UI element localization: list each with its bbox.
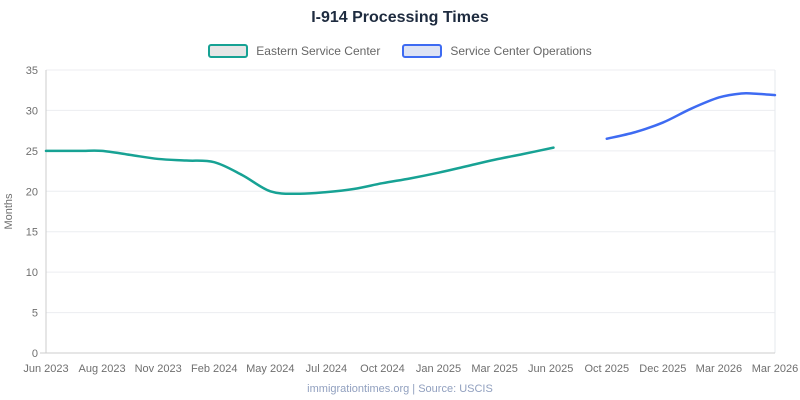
chart-title: I-914 Processing Times xyxy=(311,9,489,26)
x-tick-label: Oct 2024 xyxy=(360,363,405,375)
series-line-service-center-operations[interactable] xyxy=(605,91,777,140)
x-tick-label: Feb 2024 xyxy=(191,363,237,375)
x-tick-label: Mar 2026 xyxy=(752,363,798,375)
x-tick-label: Jul 2024 xyxy=(306,363,348,375)
x-tick-label: Jan 2025 xyxy=(416,363,461,375)
y-tick-label: 30 xyxy=(26,105,38,117)
x-tick-label: Mar 2025 xyxy=(471,363,517,375)
y-tick-label: 20 xyxy=(26,186,38,198)
y-tick-label: 5 xyxy=(32,308,38,320)
y-tick-label: 15 xyxy=(26,227,38,239)
x-tick-label: Dec 2025 xyxy=(639,363,686,375)
legend-label: Eastern Service Center xyxy=(256,44,381,58)
x-tick-label: Aug 2023 xyxy=(79,363,126,375)
legend: Eastern Service Center Service Center Op… xyxy=(0,44,800,58)
legend-swatch-icon xyxy=(208,44,249,58)
x-tick-label: Oct 2025 xyxy=(584,363,629,375)
legend-item-service-center-operations[interactable]: Service Center Operations xyxy=(402,44,592,58)
x-tick-label: Jun 2023 xyxy=(23,363,68,375)
legend-item-eastern-service-center[interactable]: Eastern Service Center xyxy=(208,44,380,58)
x-tick-label: Mar 2026 xyxy=(696,363,742,375)
source-credit: immigrationtimes.org | Source: USCIS xyxy=(307,383,493,395)
y-tick-label: 25 xyxy=(26,146,38,158)
x-tick-label: Nov 2023 xyxy=(135,363,182,375)
y-tick-label: 10 xyxy=(26,267,38,279)
legend-swatch-icon xyxy=(402,44,443,58)
x-tick-label: Jun 2025 xyxy=(528,363,573,375)
y-tick-label: 0 xyxy=(32,348,38,360)
series-line-eastern-service-center[interactable] xyxy=(44,146,555,195)
y-tick-label: 35 xyxy=(26,65,38,77)
y-axis-title: Months xyxy=(3,193,15,230)
legend-label: Service Center Operations xyxy=(450,44,592,58)
x-tick-label: May 2024 xyxy=(246,363,294,375)
